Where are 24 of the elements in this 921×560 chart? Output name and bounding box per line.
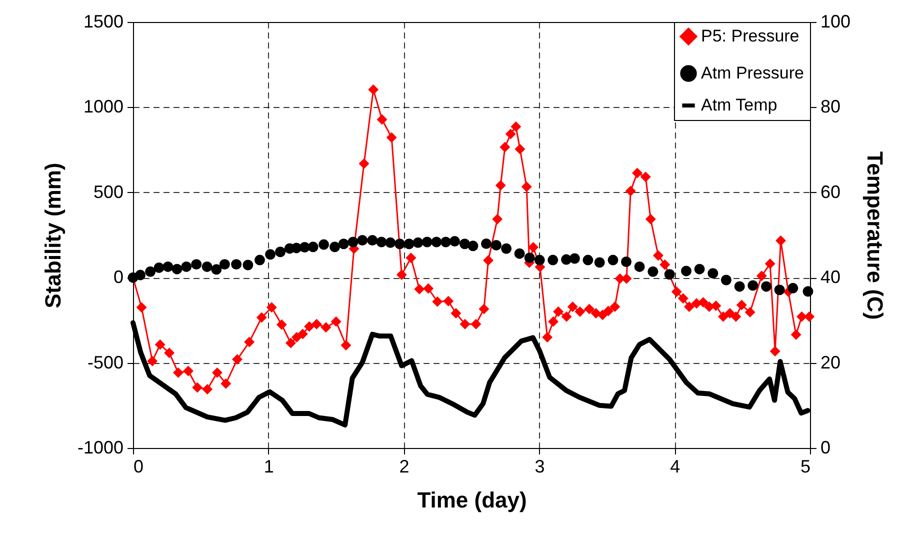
y-axis-title: Stability (mm) [40,162,66,308]
y2-tick-label: 80 [820,96,841,117]
legend-label: P5: Pressure [701,26,800,46]
y2-tick-label: 60 [820,182,841,202]
y2-tick-label: 0 [820,438,831,458]
y2-tick-label: 40 [820,267,841,288]
y-tick-label: 1500 [83,12,124,32]
x-tick-label: 3 [534,456,545,476]
y-tick-label: 0 [113,267,124,288]
x-tick-label: 1 [264,456,274,476]
legend-label: Atm Temp [701,96,778,114]
x-tick-label: 0 [134,456,144,476]
x-axis-title: Time (day) [417,488,527,512]
y2-axis-title: Temperature (C) [862,151,888,320]
y2-tick-label: 20 [820,352,841,372]
y-tick-label: 500 [93,182,124,202]
legend-label: Atm Pressure [701,64,804,82]
y2-tick-label: 100 [820,12,851,32]
y-tick-label: -1000 [77,438,124,458]
y-tick-label: -500 [87,352,124,372]
x-tick-label: 2 [399,456,410,476]
y-tick-label: 1000 [83,96,124,117]
x-tick-label: 4 [670,456,680,476]
x-tick-label: 5 [800,456,810,476]
